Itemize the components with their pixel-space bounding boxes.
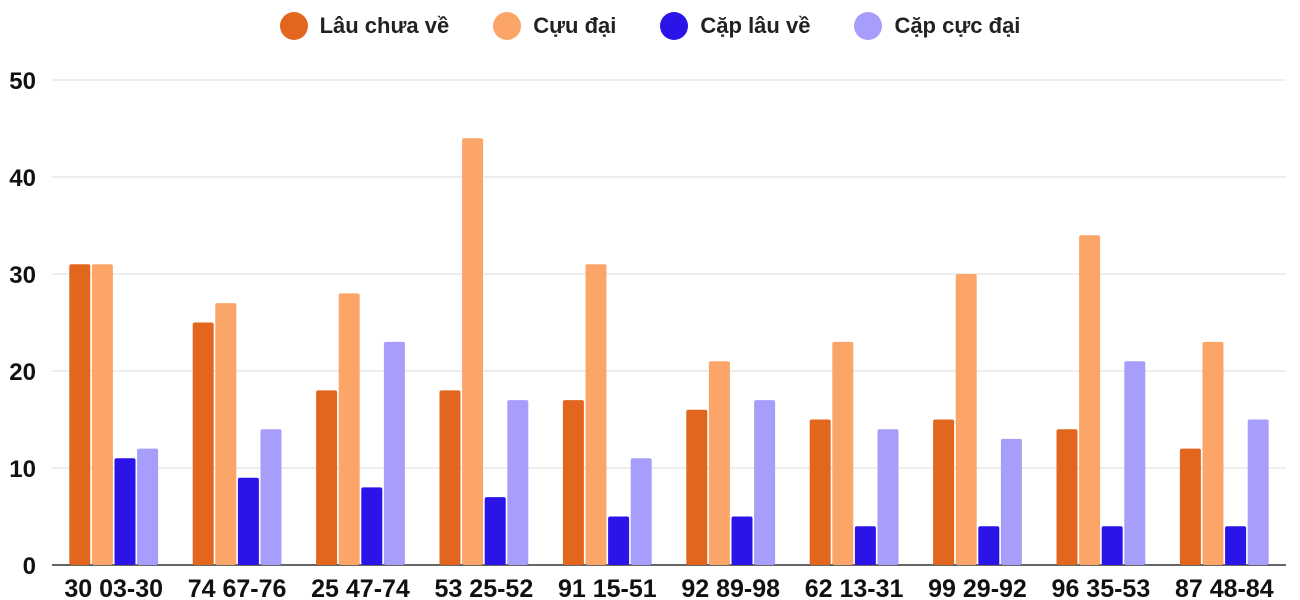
bar [731, 516, 753, 565]
bar [1101, 526, 1123, 565]
bar [877, 429, 899, 565]
bar [686, 409, 708, 565]
x-tick-label: 92 89-98 [681, 575, 780, 600]
bar [809, 419, 831, 565]
legend-item-cap-lau-ve: Cặp lâu về [660, 12, 810, 40]
bar [933, 419, 955, 565]
legend-item-cuu-dai: Cựu đại [493, 12, 616, 40]
y-tick-label: 30 [9, 262, 36, 289]
legend-label: Cặp cực đại [894, 13, 1021, 38]
y-tick-label: 0 [23, 553, 36, 580]
x-tick-label: 30 03-30 [64, 575, 163, 600]
bar [608, 516, 630, 565]
legend-label: Cựu đại [533, 13, 617, 38]
bar [832, 341, 854, 565]
bar [630, 458, 652, 565]
bar [338, 293, 360, 565]
bar [260, 429, 282, 565]
x-axis: 30 03-30 74 67-76 25 47-74 53 25-52 91 15-51… [64, 575, 1273, 600]
legend-swatch-cap-cuc-dai [854, 12, 883, 40]
bar [754, 400, 776, 565]
y-tick-label: 40 [9, 165, 36, 192]
bar [361, 487, 383, 565]
legend-swatch-cap-lau-ve [660, 12, 689, 40]
bar [507, 400, 529, 565]
bar [69, 264, 91, 565]
bar [585, 264, 607, 565]
bar [215, 303, 237, 565]
bar [1056, 429, 1078, 565]
x-tick-label: 96 35-53 [1052, 575, 1151, 600]
bar [1179, 448, 1201, 565]
bar [484, 497, 506, 565]
bar [192, 322, 214, 565]
bar [854, 526, 876, 565]
bar [955, 274, 977, 565]
x-tick-label: 62 13-31 [805, 575, 904, 600]
legend-swatch-cuu-dai [493, 12, 522, 40]
x-tick-label: 87 48-84 [1175, 575, 1274, 600]
bar [439, 390, 461, 565]
legend-label: Cặp lâu về [700, 13, 811, 38]
legend: Lâu chưa về Cựu đại Cặp lâu về Cặp cực đ… [0, 12, 1300, 40]
x-tick-label: 91 15-51 [558, 575, 657, 600]
bar [978, 526, 1000, 565]
x-tick-label: 25 47-74 [311, 575, 410, 600]
x-tick-label: 53 25-52 [435, 575, 534, 600]
bar [562, 400, 584, 565]
bar [316, 390, 338, 565]
bar [114, 458, 136, 565]
bar [462, 138, 484, 565]
legend-item-lau-chua-ve: Lâu chưa về [279, 12, 450, 40]
bar [137, 448, 159, 565]
bar [1225, 526, 1247, 565]
y-tick-label: 10 [9, 456, 36, 483]
y-axis: 0 10 20 30 40 50 [9, 68, 36, 580]
bars [69, 138, 1269, 565]
bar [1000, 438, 1022, 565]
legend-item-cap-cuc-dai: Cặp cực đại [854, 12, 1020, 40]
bar [1124, 361, 1146, 565]
legend-label: Lâu chưa về [319, 13, 450, 38]
bar [91, 264, 113, 565]
gridlines [52, 79, 1286, 566]
x-tick-label: 99 29-92 [928, 575, 1027, 600]
y-tick-label: 20 [9, 359, 36, 386]
bar [237, 477, 259, 565]
x-tick-label: 74 67-76 [188, 575, 287, 600]
bar [1247, 419, 1269, 565]
bar [708, 361, 730, 565]
bar [1202, 341, 1224, 565]
y-tick-label: 50 [9, 68, 36, 95]
bar [383, 341, 405, 565]
legend-swatch-lau-chua-ve [279, 12, 308, 40]
bar [1079, 235, 1101, 565]
